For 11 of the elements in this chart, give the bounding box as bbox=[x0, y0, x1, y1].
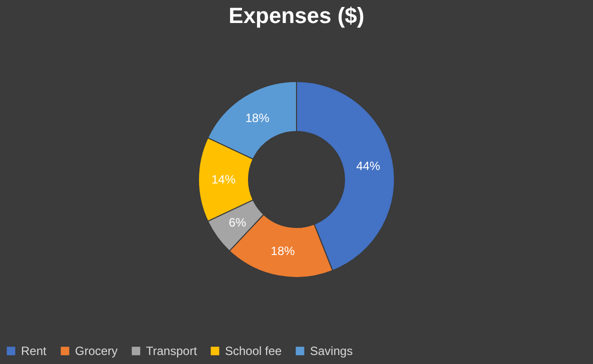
legend-label: Grocery bbox=[75, 344, 118, 358]
chart-title: Expenses ($) bbox=[228, 3, 364, 28]
legend-label: School fee bbox=[225, 344, 282, 358]
data-label: 18% bbox=[270, 244, 296, 258]
data-label: 6% bbox=[228, 215, 246, 230]
data-label: 14% bbox=[211, 172, 236, 186]
data-label: 44% bbox=[356, 158, 381, 173]
legend-label: Transport bbox=[146, 344, 198, 358]
data-label: 18% bbox=[245, 110, 270, 125]
legend-label: Savings bbox=[310, 344, 353, 358]
legend-label: Rent bbox=[21, 344, 48, 358]
